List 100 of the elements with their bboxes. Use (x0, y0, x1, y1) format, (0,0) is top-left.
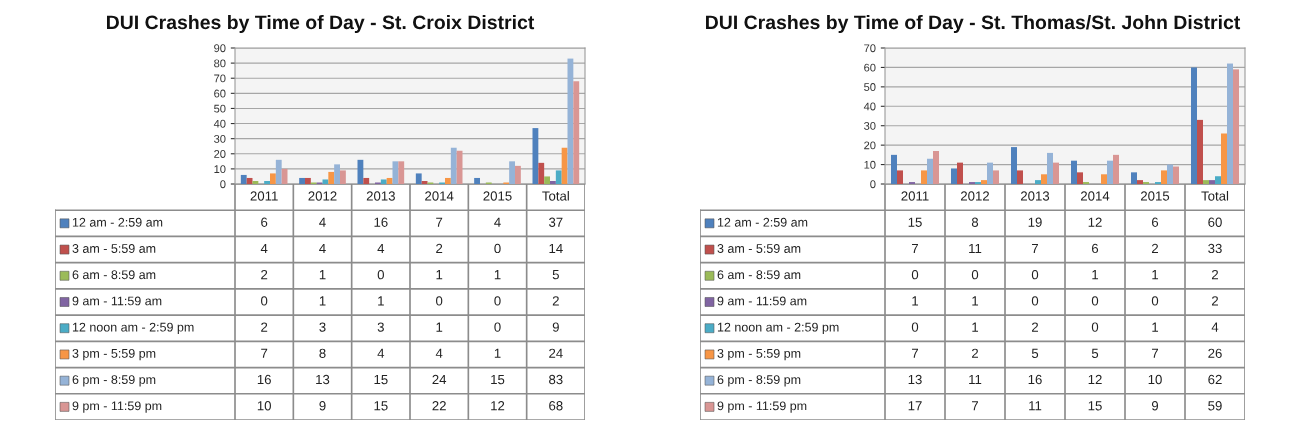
legend-label: 3 pm - 5:59 pm (72, 348, 156, 361)
data-label: 1 (436, 322, 443, 332)
data-label: 4 (1211, 322, 1219, 332)
bar (550, 180, 556, 184)
data-label: 0 (971, 269, 979, 280)
data-label: 0 (494, 322, 501, 332)
data-label: 1 (1152, 322, 1159, 332)
data-label: 33 (1208, 243, 1222, 254)
chart-title: DUI Crashes by Time of Day - St. Croix District (107, 14, 535, 34)
data-label: 0 (1031, 296, 1039, 306)
data-label: 2 (261, 322, 268, 332)
data-label: 12 (1088, 217, 1102, 227)
bar (334, 164, 340, 184)
legend-label: 9 am - 11:59 am (72, 296, 162, 306)
data-label: 0 (1151, 296, 1159, 306)
data-label: 9 (552, 322, 559, 332)
bar (544, 176, 550, 184)
data-label: 7 (1152, 348, 1159, 358)
x-tick-label: 2015 (483, 191, 512, 201)
y-tick-label: 70 (864, 44, 876, 53)
bar (891, 154, 897, 184)
y-tick-label: 30 (864, 121, 876, 130)
data-label: 0 (494, 296, 501, 306)
bar (1011, 147, 1017, 184)
data-label: 4 (435, 348, 443, 358)
bar (363, 177, 370, 184)
data-label: 13 (316, 374, 330, 385)
data-label: 7 (1032, 243, 1039, 253)
legend-label: 3 am - 5:59 am (72, 244, 156, 253)
y-tick-label: 30 (214, 134, 226, 143)
bar (1131, 172, 1137, 184)
y-tick-label: 60 (864, 63, 876, 72)
x-tick-label: 2013 (366, 191, 395, 201)
data-label: 17 (908, 401, 922, 411)
data-label: 2 (1212, 269, 1219, 280)
data-label: 0 (436, 296, 443, 306)
bar (555, 170, 562, 184)
data-label: 1 (494, 348, 501, 358)
data-label: 6 (1152, 217, 1159, 227)
x-tick-label: 2011 (250, 191, 278, 201)
x-tick-label: 2014 (425, 191, 454, 201)
bar (1071, 160, 1077, 184)
x-tick-label: 2012 (308, 191, 337, 201)
bar (240, 174, 247, 184)
data-label: 13 (908, 374, 922, 385)
y-tick-label: 80 (214, 59, 226, 68)
data-label: 5 (1091, 348, 1099, 358)
bar (957, 162, 963, 184)
legend-label: 9 am - 11:59 am (717, 296, 807, 306)
x-tick-label: 2015 (1140, 191, 1170, 201)
data-label: 1 (319, 270, 326, 280)
bar (1221, 133, 1227, 184)
bar (987, 162, 993, 184)
data-label: 4 (319, 217, 326, 227)
data-label: 0 (911, 269, 919, 280)
data-label: 7 (436, 217, 443, 227)
data-label: 24 (549, 348, 563, 358)
bar (1107, 160, 1113, 184)
y-tick-label: 20 (864, 141, 876, 150)
bar (1077, 172, 1083, 184)
data-label: 3 (319, 322, 326, 332)
bar (1161, 170, 1167, 184)
bar (322, 179, 329, 184)
bar (1035, 180, 1041, 184)
x-tick-label: 2013 (1020, 191, 1050, 201)
data-label: 0 (261, 296, 268, 306)
data-label: 4 (377, 243, 385, 253)
data-label: 4 (260, 243, 268, 253)
data-label: 2 (436, 243, 443, 253)
bar (897, 170, 903, 184)
legend-label: 12 noon am - 2:59 pm (717, 322, 839, 335)
data-label: 1 (972, 322, 979, 332)
bar (450, 147, 457, 184)
data-label: 4 (377, 348, 385, 358)
data-label: 0 (911, 322, 919, 332)
bar (573, 81, 580, 184)
data-label: 60 (1208, 217, 1222, 227)
data-label: 1 (378, 296, 384, 306)
data-label: 10 (1148, 374, 1162, 385)
data-label: 11 (1029, 401, 1042, 411)
data-label: 14 (549, 243, 563, 253)
data-label: 22 (432, 401, 446, 411)
y-tick-label: 50 (864, 83, 876, 91)
bar (1113, 154, 1119, 184)
legend-label: 9 pm - 11:59 pm (717, 401, 807, 413)
data-label: 9 (319, 401, 326, 411)
bar (1047, 152, 1053, 184)
data-label: 5 (1031, 348, 1039, 358)
data-label: 24 (432, 374, 447, 385)
data-label: 0 (1031, 269, 1039, 280)
bar (1197, 119, 1203, 184)
y-tick-label: 50 (214, 104, 226, 113)
data-label: 68 (549, 401, 563, 411)
bar (275, 159, 282, 184)
bar (1227, 63, 1233, 184)
data-label: 7 (261, 348, 268, 358)
data-label: 8 (319, 348, 326, 358)
data-label: 12 (491, 401, 505, 411)
x-tick-label: Total (1201, 190, 1229, 201)
data-label: 2 (972, 348, 979, 358)
